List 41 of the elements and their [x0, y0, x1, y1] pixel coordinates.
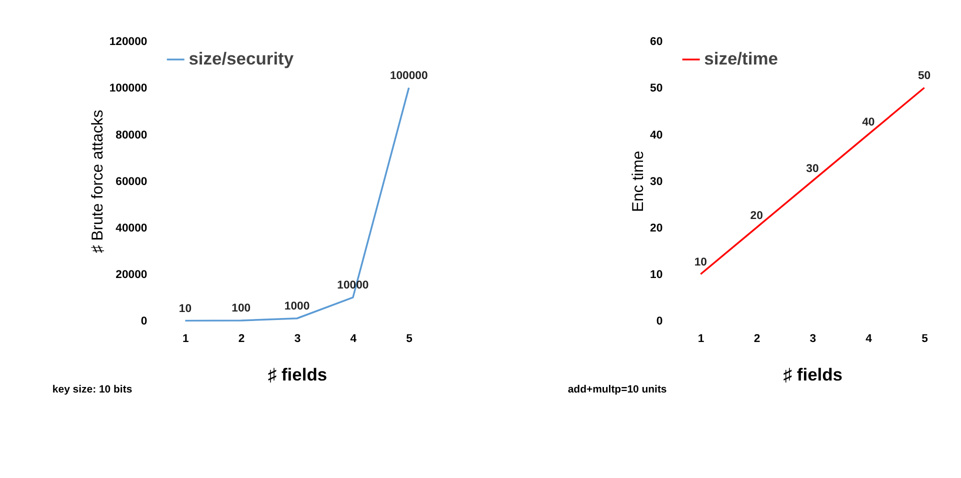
y-tick-label: 0 — [140, 316, 148, 328]
y-tick-label: 0 — [656, 316, 663, 328]
x-tick-label: 5 — [922, 333, 928, 346]
text: add+multp=10 units — [568, 384, 667, 396]
data-label: 1000 — [284, 300, 310, 313]
data-label: 100000 — [390, 70, 428, 82]
x-tick-label: 4 — [866, 333, 873, 346]
y-tick-label: 80000 — [116, 129, 148, 142]
data-label: 10 — [694, 256, 707, 268]
y-axis-title: Enc time — [630, 150, 648, 212]
data-label: 30 — [806, 163, 819, 176]
data-label: 50 — [918, 70, 931, 82]
data-label: 10 — [178, 302, 192, 315]
x-tick-label: 3 — [294, 333, 301, 346]
y-tick-label: 20 — [650, 222, 663, 234]
x-axis-title: ♯ fields — [783, 364, 843, 385]
y-tick-label: 10 — [650, 269, 663, 282]
legend-label: size/security — [188, 48, 294, 69]
y-tick-label: 120000 — [109, 36, 148, 48]
data-label: 40 — [862, 116, 875, 129]
x-axis-title: ♯ fields — [268, 364, 328, 385]
x-tick-label: 3 — [810, 333, 816, 346]
y-tick-label: 30 — [650, 176, 663, 188]
y-tick-label: 60000 — [116, 176, 148, 188]
y-tick-label: 40 — [650, 129, 663, 142]
text: key size: 10 bits — [52, 384, 132, 396]
data-label: 20 — [750, 210, 763, 222]
data-label: 100 — [232, 302, 251, 315]
x-tick-label: 5 — [406, 333, 412, 346]
y-tick-label: 60 — [650, 36, 663, 48]
legend-label: size/time — [704, 48, 778, 69]
y-tick-label: 100000 — [109, 82, 148, 95]
x-tick-label: 2 — [754, 333, 760, 346]
y-tick-label: 40000 — [116, 222, 148, 234]
y-axis-title: ♯ Brute force attacks — [89, 110, 106, 254]
x-tick-label: 1 — [698, 333, 704, 346]
y-tick-label: 20000 — [116, 269, 148, 282]
x-tick-label: 4 — [350, 333, 358, 346]
x-tick-label: 2 — [238, 333, 245, 346]
x-tick-label: 1 — [182, 333, 189, 346]
y-tick-label: 50 — [650, 82, 663, 95]
